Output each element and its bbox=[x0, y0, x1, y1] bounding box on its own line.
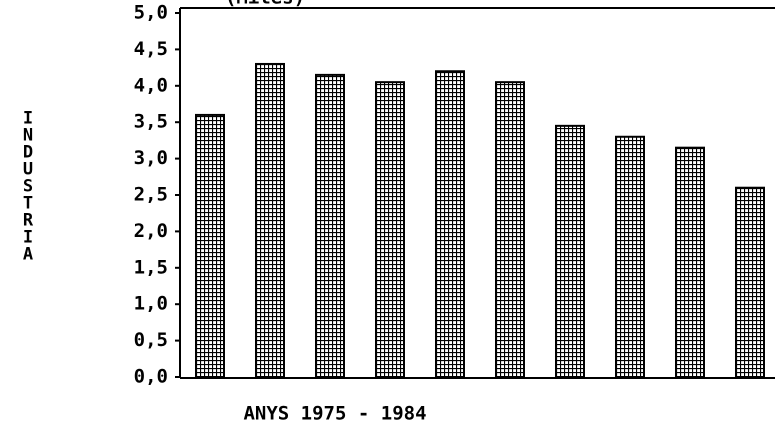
y-tick-label: 2,5 bbox=[134, 184, 168, 206]
bar bbox=[435, 70, 465, 379]
y-tick-label: 2,0 bbox=[134, 220, 168, 242]
bar bbox=[735, 186, 765, 378]
y-tick-label: 1,0 bbox=[134, 293, 168, 315]
bar bbox=[555, 124, 585, 378]
y-tick-label: 3,0 bbox=[134, 147, 168, 169]
x-axis-label: ANYS 1975 - 1984 bbox=[243, 403, 426, 425]
bar bbox=[495, 81, 525, 378]
bar bbox=[255, 62, 285, 379]
y-tick-label: 0,0 bbox=[134, 366, 168, 388]
bar bbox=[375, 81, 405, 378]
y-tick-label: 4,0 bbox=[134, 74, 168, 96]
bar bbox=[195, 113, 225, 378]
y-tick-label: 4,5 bbox=[134, 38, 168, 60]
y-tick-label: 5,0 bbox=[134, 2, 168, 24]
y-axis-label: INDUSTRIA bbox=[18, 109, 38, 262]
y-tick-label: 0,5 bbox=[134, 329, 168, 351]
bar bbox=[675, 146, 705, 378]
y-tick-label: 1,5 bbox=[134, 256, 168, 278]
y-tick-label: 3,5 bbox=[134, 111, 168, 133]
bar bbox=[615, 135, 645, 378]
chart-title: (Miles) bbox=[225, 0, 305, 9]
bar bbox=[315, 73, 345, 378]
